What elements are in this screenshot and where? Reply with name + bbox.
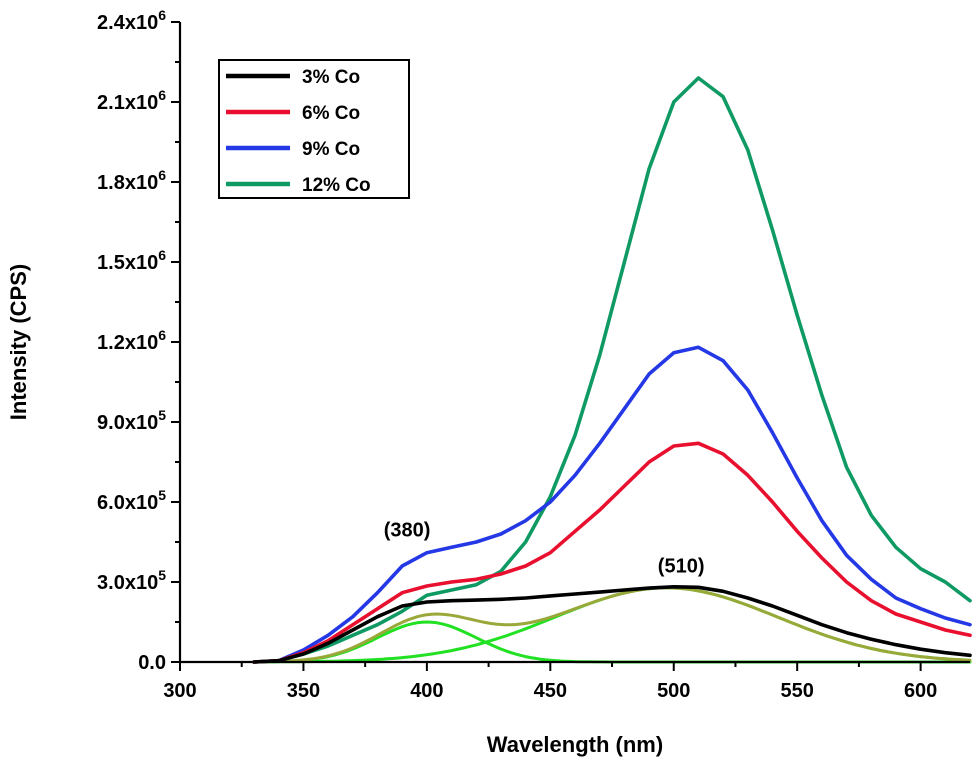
series-line-6-co — [252, 441, 972, 664]
peak-annotation: (510) — [658, 556, 705, 578]
y-tick-label: 1.8x106 — [97, 167, 166, 194]
y-tick-label: 6.0x105 — [97, 487, 166, 514]
legend-label: 6% Co — [302, 103, 360, 124]
y-tick-label: 2.4x106 — [97, 7, 166, 34]
x-tick-label: 300 — [163, 680, 196, 702]
x-tick-label: 500 — [657, 680, 690, 702]
series-line-3-co — [252, 584, 972, 664]
legend-box — [218, 59, 410, 199]
series-line-9-co — [252, 345, 972, 664]
series-lines — [252, 76, 972, 664]
y-tick-label: 1.5x106 — [97, 247, 166, 274]
y-tick-label: 0.0 — [138, 652, 166, 674]
fit-sum-curve — [252, 586, 972, 664]
legend-label: 3% Co — [302, 67, 360, 88]
x-tick-label: 550 — [781, 680, 814, 702]
x-tick-label: 600 — [904, 680, 937, 702]
legend-label: 12% Co — [302, 175, 371, 196]
y-tick-label: 1.2x106 — [97, 327, 166, 354]
legend: 3% Co 6% Co 9% Co 12% Co — [218, 59, 410, 199]
annotations: (380) (510) — [384, 520, 705, 578]
y-tick-label: 2.1x106 — [97, 87, 166, 114]
peak-annotation: (380) — [384, 520, 431, 542]
series-line-12-co — [252, 76, 972, 664]
x-tick-label: 400 — [410, 680, 443, 702]
x-tick-label: 350 — [287, 680, 320, 702]
x-axis-label: Wavelength (nm) — [487, 732, 663, 757]
y-tick-label: 3.0x105 — [97, 567, 166, 594]
ticks: 300 350 400 450 500 550 600 0.0 3.0x105 6.0x105 9.… — [97, 7, 937, 702]
x-tick-label: 450 — [534, 680, 567, 702]
y-axis-label: Intensity (CPS) — [6, 264, 31, 420]
y-tick-label: 9.0x105 — [97, 407, 166, 434]
legend-label: 9% Co — [302, 139, 360, 160]
